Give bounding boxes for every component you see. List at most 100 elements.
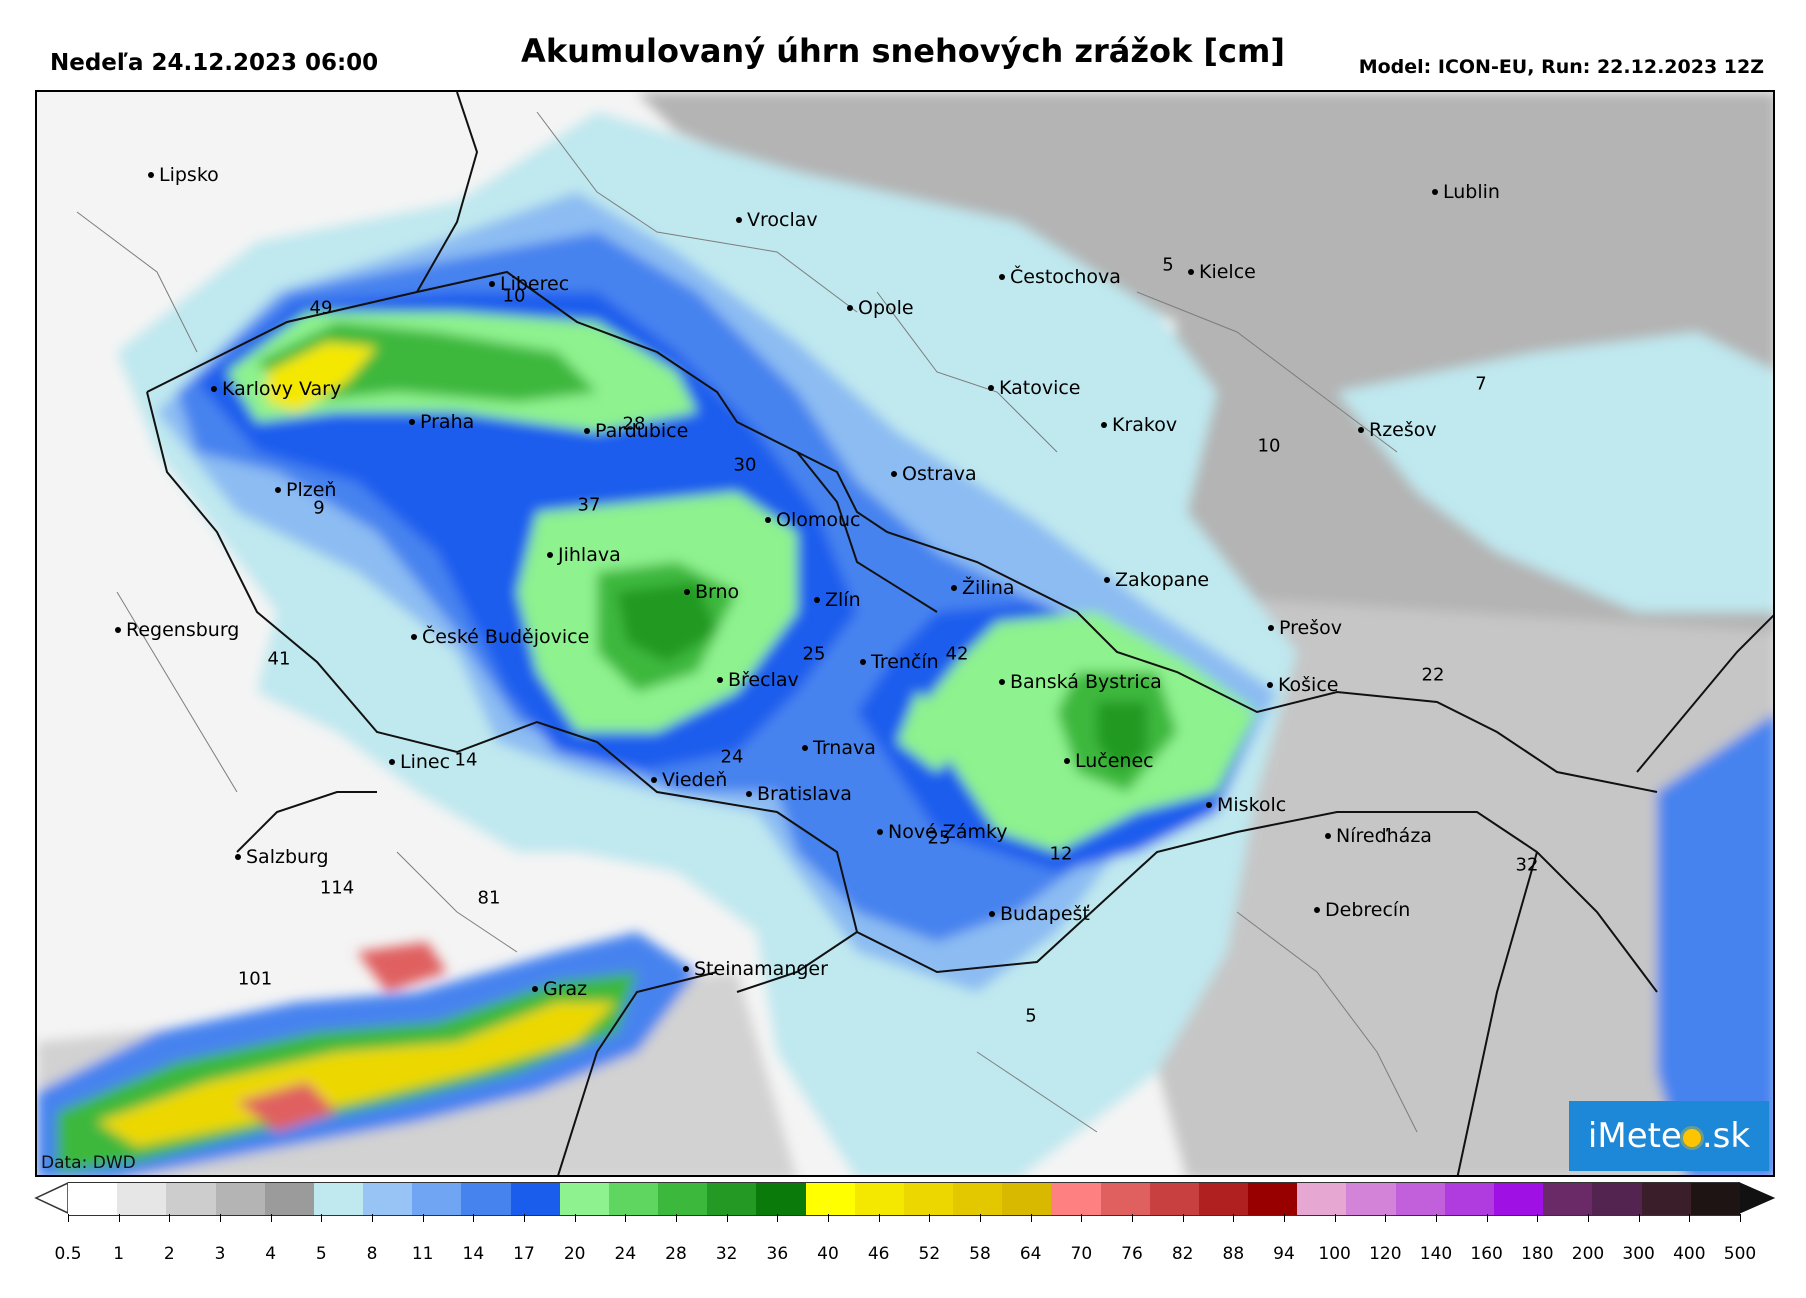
colorbar-segment xyxy=(1346,1182,1396,1216)
snow-value-label: 49 xyxy=(309,297,333,319)
map-title: Akumulovaný úhrn snehových zrážok [cm] xyxy=(521,32,1285,70)
snow-value-label: 10 xyxy=(1257,435,1281,457)
colorbar-tick-label: 36 xyxy=(766,1244,789,1264)
colorbar-segment xyxy=(756,1182,806,1216)
date-label: Nedeľa 24.12.2023 06:00 xyxy=(50,50,379,76)
colorbar-tick-mark xyxy=(422,1214,424,1222)
city-dot-icon xyxy=(1325,833,1331,839)
city-dot-icon xyxy=(999,679,1005,685)
colorbar-tick-mark xyxy=(929,1214,931,1222)
colorbar-tick-mark xyxy=(1588,1214,1589,1222)
city-label: Viedeň xyxy=(662,769,728,791)
colorbar-segment xyxy=(313,1182,364,1216)
colorbar-tick-label: 100 xyxy=(1318,1244,1351,1264)
colorbar-segment xyxy=(658,1182,708,1216)
colorbar-segment xyxy=(1493,1182,1544,1216)
colorbar-tick-label: 20 xyxy=(563,1244,586,1264)
city-dot-icon xyxy=(802,745,808,751)
snow-value-label: 25 xyxy=(802,643,826,665)
city-label: Vroclav xyxy=(747,209,818,231)
colorbar-tick-mark xyxy=(574,1214,576,1222)
city-budapest: Budapešť xyxy=(989,903,1090,925)
city-label: Budapešť xyxy=(1000,903,1090,925)
colorbar-segment xyxy=(1543,1182,1593,1216)
colorbar-segment xyxy=(363,1182,413,1216)
city-label: Trenčín xyxy=(871,651,939,673)
colorbar-segment xyxy=(1592,1182,1642,1216)
city-label: Zakopane xyxy=(1115,569,1210,591)
city-dot-icon xyxy=(989,911,995,917)
city-pardubice: Pardubice xyxy=(584,420,688,442)
colorbar-tick-mark xyxy=(625,1214,627,1222)
city-regensburg: Regensburg xyxy=(115,619,239,641)
colorbar-tick-label: 88 xyxy=(1222,1244,1245,1264)
colorbar-tick-mark xyxy=(1132,1214,1133,1222)
city-olomouc: Olomouc xyxy=(765,509,861,531)
city-label: České Budějovice xyxy=(422,626,590,648)
city-dot-icon xyxy=(211,386,217,392)
colorbar-tick-label: 24 xyxy=(614,1244,637,1264)
city-label: Debrecín xyxy=(1325,899,1411,921)
colorbar-tick-label: 76 xyxy=(1121,1244,1143,1264)
colorbar-tick-label: 94 xyxy=(1273,1244,1295,1264)
colorbar-segment xyxy=(1444,1182,1494,1216)
city-label: Opole xyxy=(858,297,914,319)
snow-value-label: 30 xyxy=(733,454,757,476)
snow-value-label: 12 xyxy=(1049,843,1073,865)
colorbar-tick-label: 82 xyxy=(1171,1244,1194,1264)
city-linec: Linec xyxy=(389,751,450,773)
colorbar-tick-label: 14 xyxy=(462,1244,485,1264)
city-trnava: Trnava xyxy=(802,737,876,759)
colorbar-tick-mark xyxy=(473,1214,475,1222)
city-label: Liberec xyxy=(500,273,570,295)
city-label: Krakov xyxy=(1112,414,1178,436)
colorbar-segment xyxy=(1690,1182,1740,1216)
snowfall-field xyxy=(37,92,1773,1175)
colorbar-tick-mark xyxy=(1486,1214,1488,1222)
city-label: Banská Bystrica xyxy=(1010,671,1162,693)
city-breclav: Břeclav xyxy=(717,669,799,691)
model-label: Model: ICON-EU, Run: 22.12.2023 12Z xyxy=(1358,56,1764,78)
colorbar-tick-mark xyxy=(676,1214,677,1222)
city-label: Olomouc xyxy=(776,509,861,531)
snow-value-label: 101 xyxy=(237,968,273,990)
city-ostrava: Ostrava xyxy=(891,463,977,485)
city-jihlava: Jihlava xyxy=(547,544,621,566)
colorbar-tick-mark xyxy=(1182,1214,1184,1222)
city-label: Čestochova xyxy=(1010,266,1121,288)
city-label: Rzešov xyxy=(1369,419,1437,441)
colorbar-tick-label: 58 xyxy=(969,1244,991,1264)
colorbar-tick-label: 160 xyxy=(1470,1244,1503,1264)
city-krakov: Krakov xyxy=(1101,414,1178,436)
colorbar-tick-mark xyxy=(1537,1214,1539,1222)
city-dot-icon xyxy=(1188,269,1194,275)
city-salzburg: Salzburg xyxy=(235,846,329,868)
city-label: Zlín xyxy=(825,589,861,611)
colorbar-segment xyxy=(1248,1182,1298,1216)
colorbar-segment xyxy=(953,1182,1003,1216)
city-steinamanger: Steinamanger xyxy=(683,958,828,980)
city-karlovy-vary: Karlovy Vary xyxy=(211,378,341,400)
colorbar-left-arrow xyxy=(34,1182,68,1214)
city-vroclav: Vroclav xyxy=(736,209,818,231)
colorbar-tick-label: 500 xyxy=(1723,1244,1757,1264)
city-trencin: Trenčín xyxy=(860,651,939,673)
city-presov: Prešov xyxy=(1268,617,1342,639)
logo-text-pre: iMete xyxy=(1587,1116,1682,1156)
colorbar-tick-label: 180 xyxy=(1521,1244,1554,1264)
city-dot-icon xyxy=(860,659,866,665)
colorbar-segment xyxy=(608,1182,659,1216)
city-dot-icon xyxy=(389,759,395,765)
city-ceske-budejovice: České Budějovice xyxy=(411,626,590,648)
city-label: Steinamanger xyxy=(694,958,828,980)
colorbar-tick-mark xyxy=(1030,1214,1032,1222)
city-label: Níreďháza xyxy=(1336,825,1432,847)
colorbar-tick-mark xyxy=(980,1214,981,1222)
colorbar-tick-mark xyxy=(169,1214,171,1222)
colorbar-tick-mark xyxy=(828,1214,829,1222)
city-dot-icon xyxy=(489,281,495,287)
snow-value-label: 32 xyxy=(1515,854,1539,876)
colorbar-tick-label: 64 xyxy=(1019,1244,1042,1264)
city-label: Brno xyxy=(695,581,740,603)
city-rzesov: Rzešov xyxy=(1358,419,1437,441)
